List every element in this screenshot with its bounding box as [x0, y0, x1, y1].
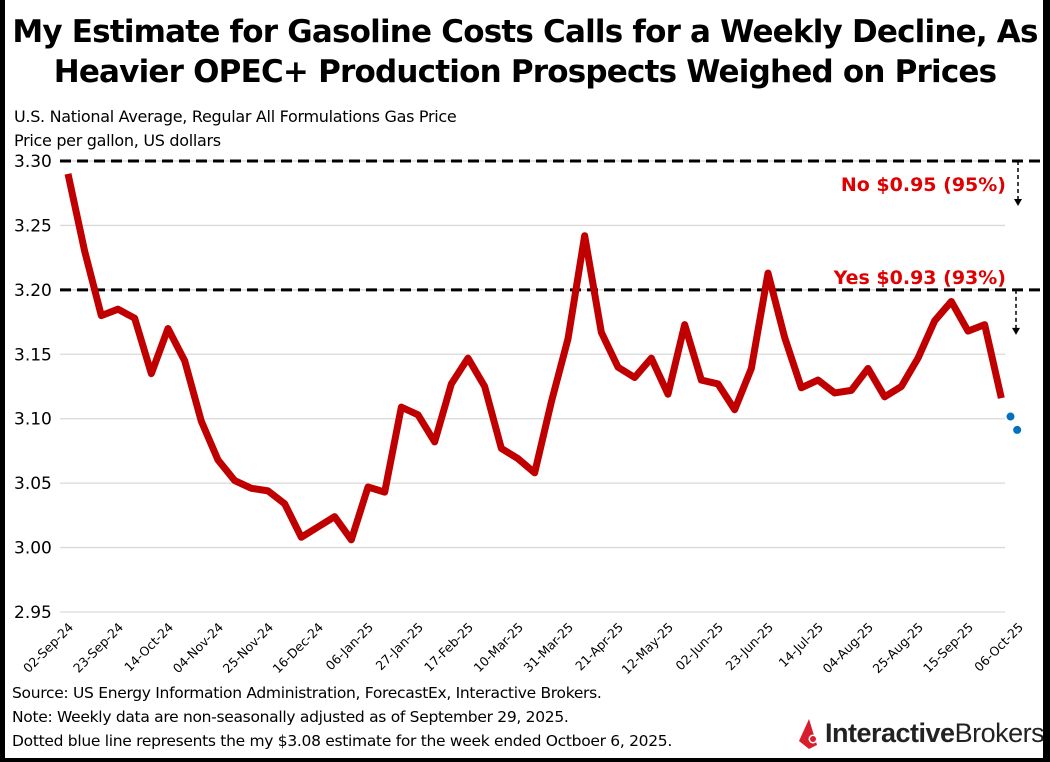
y-tick-label: 2.95 — [14, 603, 52, 623]
logo-text-bold: Interactive — [825, 718, 955, 748]
logo-text: Brokers — [954, 718, 1045, 748]
x-tick-label: 04-Nov-24 — [170, 619, 227, 676]
arrow-head-icon — [1014, 199, 1022, 206]
x-tick-label: 25-Aug-25 — [870, 620, 927, 677]
x-tick-label: 14-Oct-24 — [121, 619, 176, 674]
x-tick-label: 23-Jun-25 — [722, 620, 776, 674]
x-tick-label: 02-Jun-25 — [672, 620, 726, 674]
y-tick-label: 3.25 — [14, 216, 52, 236]
x-tick-label: 17-Feb-25 — [421, 620, 476, 675]
estimate-dot — [1013, 425, 1022, 434]
threshold-label: Yes $0.93 (93%) — [833, 267, 1006, 289]
x-tick-label: 12-May-25 — [619, 620, 677, 678]
x-tick-label: 06-Jan-25 — [323, 620, 377, 674]
y-tick-label: 3.00 — [14, 539, 52, 559]
x-tick-label: 16-Dec-24 — [270, 619, 327, 676]
x-tick-label: 23-Sep-24 — [70, 619, 126, 675]
title-line: My Estimate for Gasoline Costs Calls for… — [12, 14, 1038, 50]
y-tick-label: 3.15 — [14, 345, 52, 365]
subtitle: U.S. National Average, Regular All Formu… — [14, 107, 457, 126]
title-line: Heavier OPEC+ Production Prospects Weigh… — [53, 54, 997, 90]
x-tick-label: 10-Mar-25 — [471, 620, 527, 676]
x-tick-label: 15-Sep-25 — [920, 620, 976, 676]
interactive-brokers-logo: Interactive Brokers — [795, 718, 1045, 749]
y-tick-label: 3.10 — [14, 410, 52, 430]
x-tick-label: 25-Nov-24 — [220, 619, 277, 676]
threshold-label: No $0.95 (95%) — [841, 174, 1006, 196]
source-note: Source: US Energy Information Administra… — [12, 684, 602, 702]
logo-flame-icon — [799, 718, 818, 749]
data-note: Note: Weekly data are non-seasonally adj… — [12, 708, 569, 726]
actual-price-line — [64, 173, 1005, 544]
x-tick-label: 04-Aug-25 — [820, 620, 877, 677]
estimate-note: Dotted blue line represents the my $3.08… — [12, 732, 672, 750]
y-tick-label: 3.20 — [14, 281, 52, 301]
x-tick-label: 27-Jan-25 — [373, 620, 427, 674]
chart-title: My Estimate for Gasoline Costs Calls for… — [0, 12, 1050, 92]
y-tick-label: 3.05 — [14, 474, 52, 494]
x-tick-label: 14-Jul-25 — [775, 620, 826, 671]
x-tick-label: 31-Mar-25 — [521, 620, 577, 676]
y-tick-label: 3.30 — [14, 152, 52, 172]
x-tick-label: 06-Oct-25 — [971, 620, 1026, 675]
estimate-dot — [1006, 412, 1015, 421]
arrow-head-icon — [1012, 327, 1020, 335]
x-tick-label: 02-Sep-24 — [20, 619, 76, 675]
y-axis-unit-label: Price per gallon, US dollars — [14, 131, 221, 150]
x-tick-label: 21-Apr-25 — [572, 620, 626, 674]
